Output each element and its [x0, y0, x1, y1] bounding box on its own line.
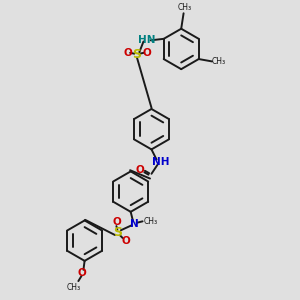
Text: O: O	[123, 48, 132, 58]
Text: CH₃: CH₃	[178, 3, 192, 12]
Text: HN: HN	[138, 35, 156, 45]
Text: S: S	[133, 48, 142, 61]
Text: O: O	[142, 48, 151, 58]
Text: O: O	[122, 236, 130, 246]
Text: N: N	[130, 219, 139, 229]
Text: CH₃: CH₃	[66, 283, 80, 292]
Text: NH: NH	[152, 157, 170, 166]
Text: O: O	[136, 165, 144, 175]
Text: CH₃: CH₃	[212, 57, 226, 66]
Text: O: O	[112, 217, 121, 227]
Text: S: S	[113, 226, 122, 239]
Text: CH₃: CH₃	[144, 217, 158, 226]
Text: O: O	[78, 268, 87, 278]
